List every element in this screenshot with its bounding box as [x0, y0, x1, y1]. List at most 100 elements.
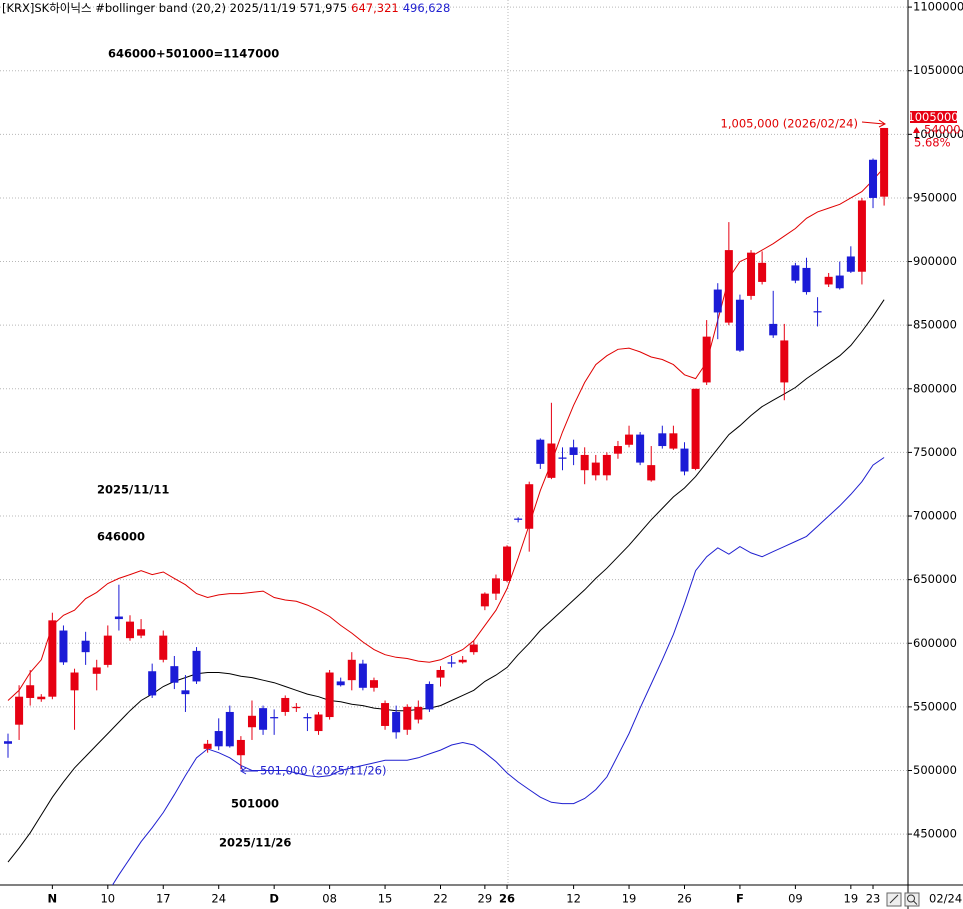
- candle-body: [503, 546, 512, 581]
- candle-body: [281, 697, 290, 712]
- annotation: 2025/11/11: [97, 483, 169, 497]
- header-value: 647,321: [351, 1, 399, 15]
- candle-body: [747, 252, 756, 296]
- x-tick-label: D: [269, 892, 279, 906]
- annotation: 646000+501000=1147000: [108, 47, 279, 61]
- x-tick-label: 29: [478, 892, 493, 906]
- y-tick-label: 700000: [913, 509, 957, 523]
- candle-body: [547, 443, 556, 478]
- candle-body: [403, 706, 412, 730]
- candle-body: [769, 323, 778, 336]
- candle-body: [591, 462, 600, 476]
- candle-body: [846, 256, 855, 272]
- header: [KRX]SK하이닉스 #bollinger band (20,2) 2025/…: [2, 1, 450, 15]
- annotation: 1,005,000 (2026/02/24): [721, 117, 858, 131]
- x-tick-label: 17: [156, 892, 171, 906]
- y-tick-label: 550000: [913, 699, 957, 713]
- candle-body: [569, 447, 578, 455]
- band-line: [111, 457, 885, 885]
- candle-body: [203, 743, 212, 749]
- candle-body: [580, 454, 589, 471]
- candle-body: [59, 630, 68, 663]
- candle-body: [358, 663, 367, 688]
- y-tick-label: 750000: [913, 445, 957, 459]
- x-tick-label: 08: [322, 892, 337, 906]
- candle-body: [114, 616, 123, 620]
- candle-body: [37, 696, 46, 700]
- header-value: 496,628: [403, 1, 451, 15]
- candle-body: [26, 685, 35, 698]
- candle-body: [369, 680, 378, 688]
- candle-body: [325, 672, 334, 718]
- candle-body: [436, 669, 445, 678]
- candle-body: [292, 706, 301, 709]
- candle-body: [170, 666, 179, 683]
- candle-body: [802, 267, 811, 293]
- candle-body: [314, 714, 323, 732]
- candle-body: [81, 640, 90, 653]
- y-tick-label: 1050000: [913, 63, 963, 77]
- grid: [0, 6, 912, 835]
- candle-body: [658, 433, 667, 447]
- candle-body: [92, 667, 101, 674]
- candle-body: [724, 250, 733, 323]
- y-tick-label: 1100000: [913, 0, 963, 14]
- y-tick-label: 500000: [913, 763, 957, 777]
- candle-body: [813, 311, 822, 313]
- candle-body: [125, 621, 134, 639]
- candle-body: [447, 662, 456, 664]
- x-tick-label: 12: [566, 892, 581, 906]
- candle-body: [48, 620, 57, 697]
- candles: [4, 127, 889, 770]
- x-tick-label: 19: [844, 892, 859, 906]
- y-tick-label: 850000: [913, 318, 957, 332]
- annotation: 2025/11/26: [219, 836, 291, 850]
- candle-body: [347, 659, 356, 681]
- x-tick-label: 23: [866, 892, 881, 906]
- candle-body: [625, 434, 634, 445]
- candle-body: [214, 731, 223, 747]
- x-tick-label: 26: [499, 892, 515, 906]
- price-change: 54000: [924, 123, 961, 137]
- x-tick-label: 26: [677, 892, 692, 906]
- icon: [907, 894, 915, 903]
- candle-body: [425, 683, 434, 710]
- candle-body: [137, 629, 146, 636]
- candle-body: [491, 578, 500, 594]
- candle-body: [270, 717, 279, 719]
- candle-body: [758, 262, 767, 282]
- y-tick-label: 900000: [913, 254, 957, 268]
- x-tick-label: F: [736, 892, 744, 906]
- candle-body: [680, 448, 689, 472]
- candle-body: [247, 715, 256, 728]
- candle-body: [525, 484, 534, 529]
- candle-body: [702, 336, 711, 383]
- candle-body: [869, 159, 878, 198]
- candle-body: [558, 457, 567, 459]
- candle-body: [336, 681, 345, 686]
- candle-body: [103, 635, 112, 665]
- candle-body: [159, 635, 168, 660]
- x-tick-label: 19: [622, 892, 637, 906]
- annotation: 646000: [97, 530, 145, 544]
- x-tick-label: 22: [433, 892, 448, 906]
- x-tick-label: 24: [211, 892, 226, 906]
- candle-body: [480, 593, 489, 607]
- candle-body: [4, 741, 12, 744]
- candle-body: [536, 439, 545, 464]
- y-tick-label: 800000: [913, 381, 957, 395]
- candle-body: [15, 696, 24, 725]
- x-tick-label: 15: [378, 892, 393, 906]
- last-date: 02/24: [929, 892, 962, 906]
- header-value: 571,975: [300, 1, 348, 15]
- header-prefix: [KRX]SK하이닉스 #bollinger band (20,2) 2025/…: [2, 1, 300, 15]
- candle-body: [70, 672, 79, 691]
- y-tick-label: 1000000: [913, 127, 963, 141]
- candle-body: [713, 289, 722, 313]
- candle-body: [225, 711, 234, 747]
- candle-body: [392, 711, 401, 733]
- candle-body: [192, 650, 201, 682]
- candle-body: [791, 265, 800, 281]
- candle-body: [303, 717, 312, 719]
